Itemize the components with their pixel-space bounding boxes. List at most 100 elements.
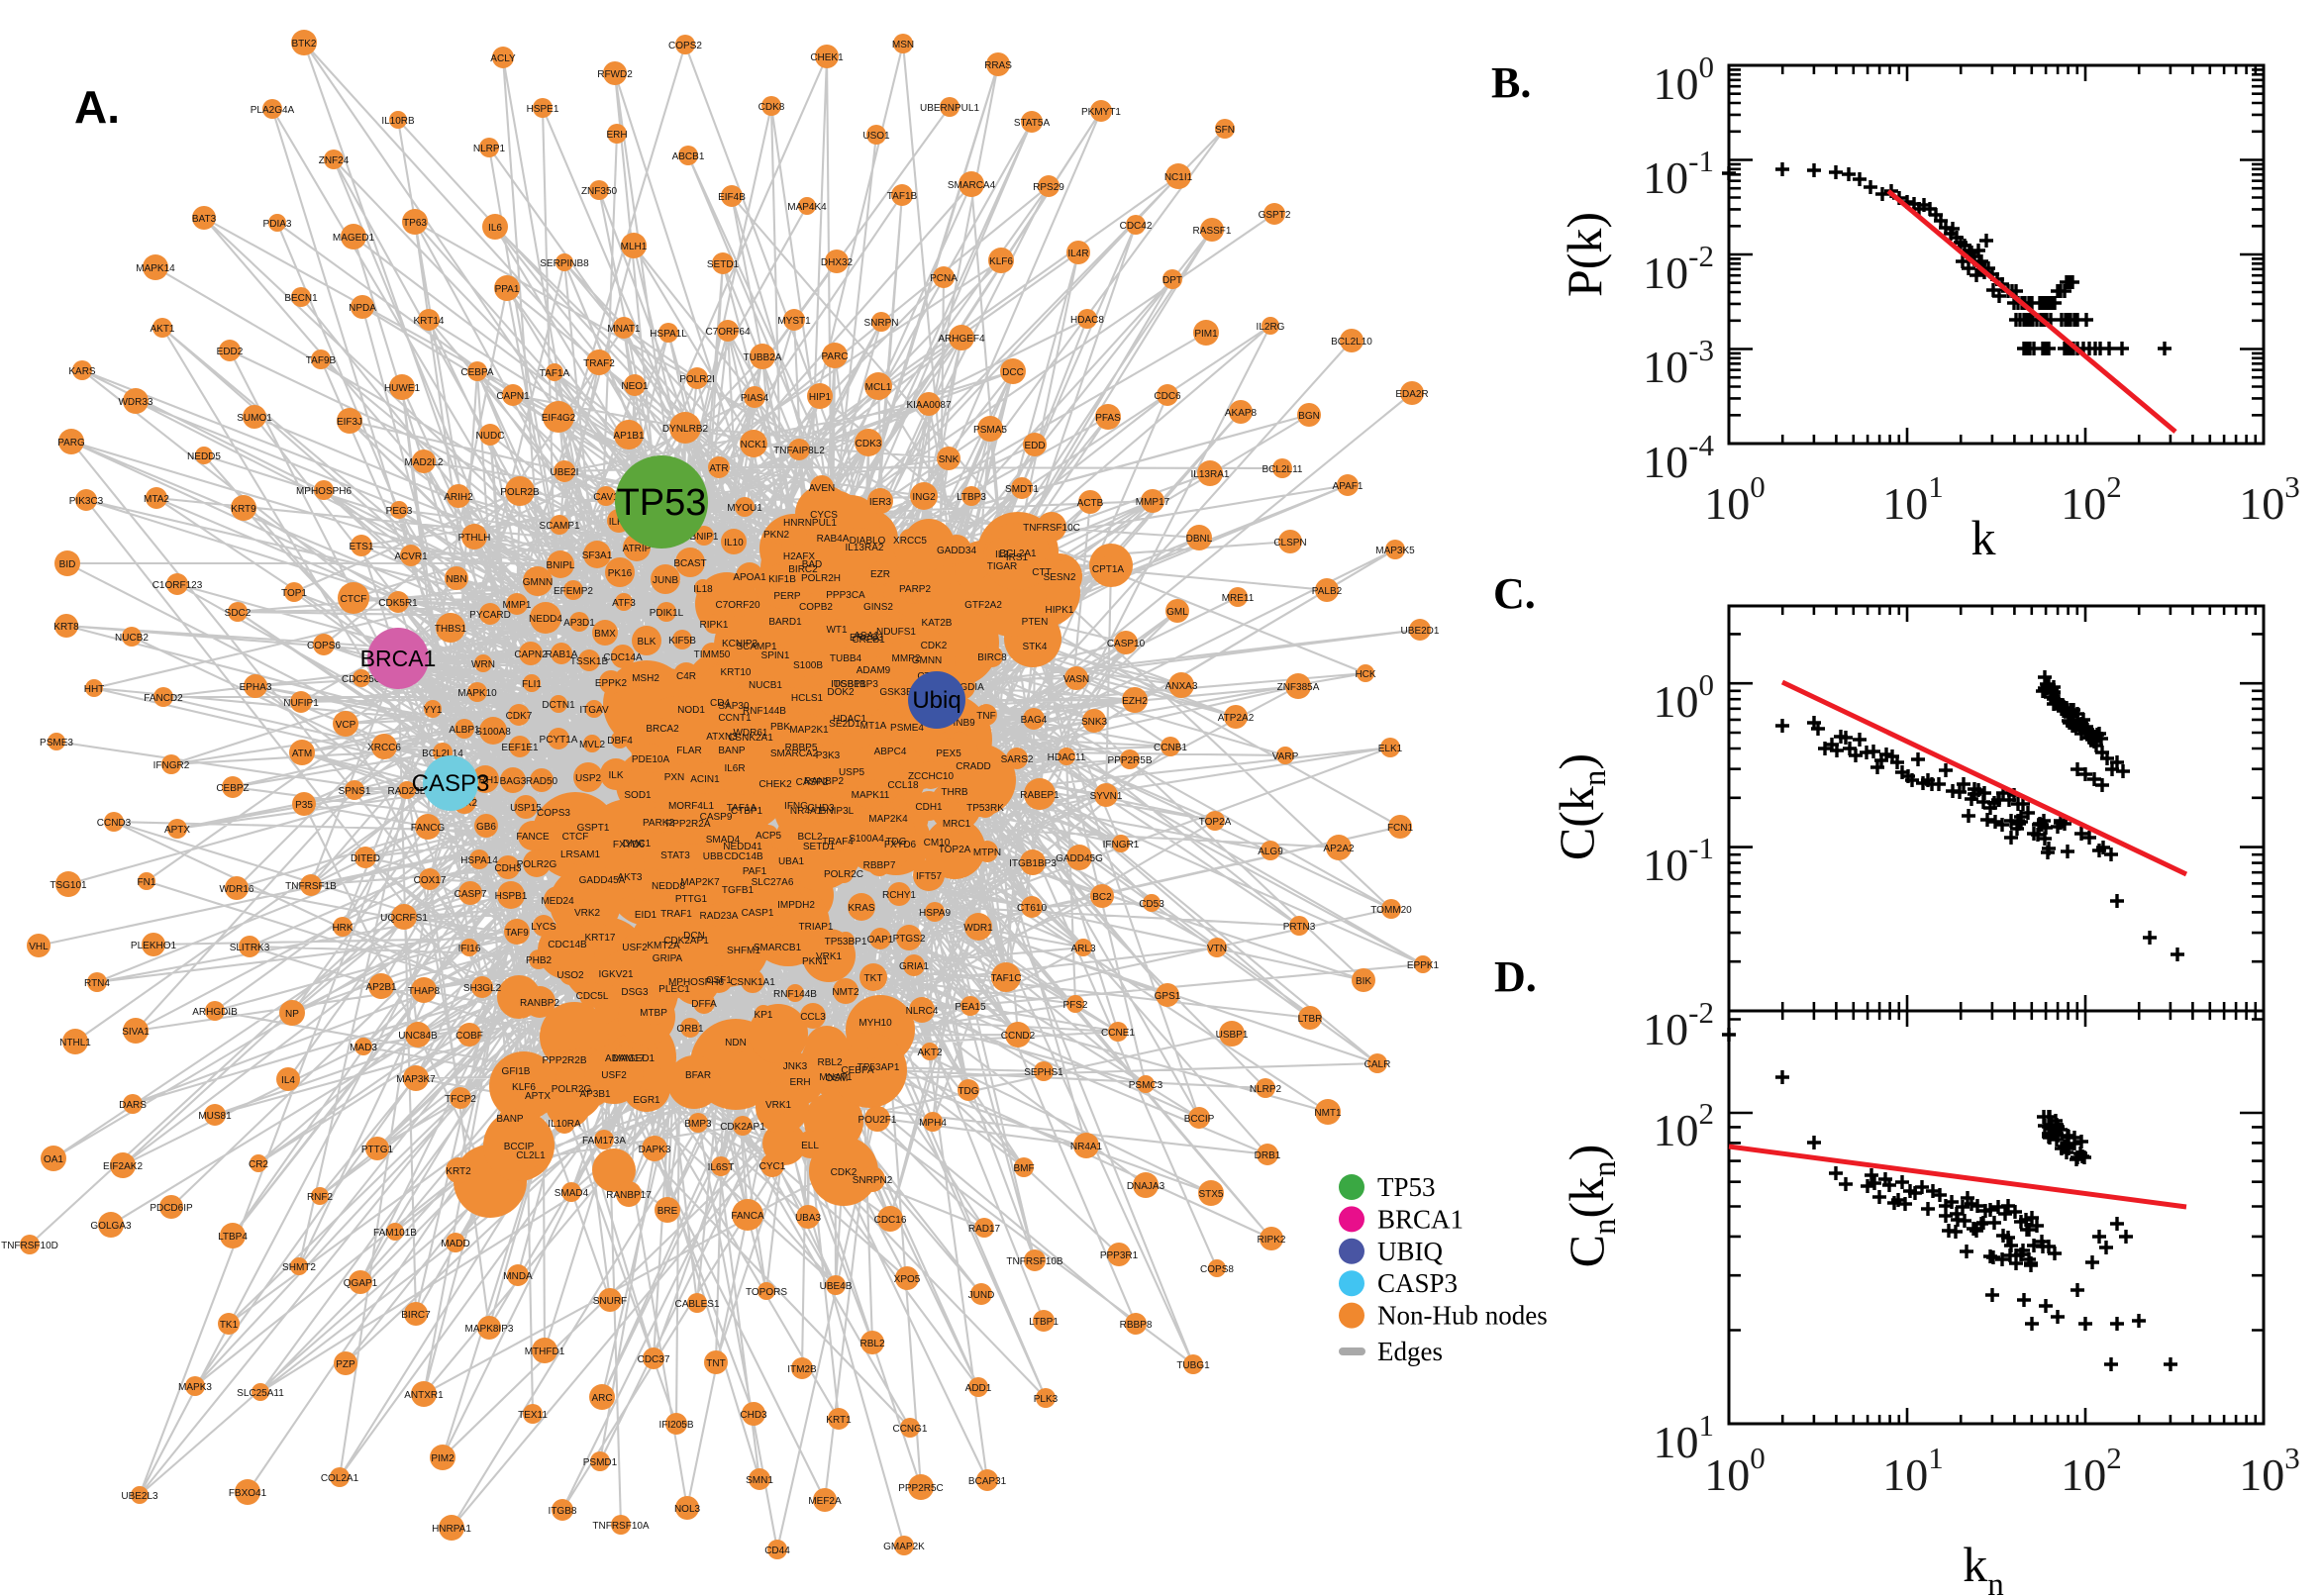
svg-text:ITGAV: ITGAV [579,705,609,716]
svg-text:RANBP2: RANBP2 [520,998,559,1009]
svg-text:GOLGA3: GOLGA3 [90,1221,132,1232]
svg-text:FANCG: FANCG [411,823,446,834]
svg-text:CCNE1: CCNE1 [1101,1028,1135,1039]
svg-text:MAPK3: MAPK3 [178,1382,212,1393]
svg-text:FAM101B: FAM101B [373,1228,417,1239]
svg-text:ITM2B: ITM2B [787,1364,817,1375]
svg-text:PLK3: PLK3 [1034,1394,1059,1405]
svg-text:POLR2C: POLR2C [824,869,863,880]
svg-text:TRAF1: TRAF1 [660,909,692,920]
svg-text:TNFRSF10B: TNFRSF10B [1006,1256,1063,1267]
svg-text:C(kn): C(kn) [1549,753,1613,860]
svg-text:ITGB1BP3: ITGB1BP3 [831,679,878,690]
svg-text:DBF4: DBF4 [607,736,633,747]
svg-text:PALB2: PALB2 [1312,586,1343,597]
svg-text:BIK: BIK [1356,976,1371,987]
svg-text:COPB2: COPB2 [799,602,833,613]
svg-text:PPP2R2B: PPP2R2B [542,1055,586,1066]
svg-text:SLITRK3: SLITRK3 [230,943,270,953]
svg-text:EZR: EZR [870,569,890,580]
svg-text:DMC1: DMC1 [623,839,652,849]
svg-text:MNDA: MNDA [503,1271,533,1282]
svg-text:CSNK2A1: CSNK2A1 [728,733,773,744]
svg-text:PPP2R5C: PPP2R5C [898,1483,944,1494]
svg-text:HNRNPUL1: HNRNPUL1 [783,518,837,529]
svg-text:FLI1: FLI1 [522,679,542,690]
svg-text:DITED: DITED [351,853,380,864]
svg-text:COPS8: COPS8 [1200,1264,1234,1275]
svg-text:CHD3: CHD3 [740,1410,767,1421]
svg-text:SNRPN2: SNRPN2 [853,1175,893,1186]
svg-text:CASP2: CASP2 [796,777,829,788]
svg-text:CALR: CALR [1364,1059,1391,1070]
svg-text:CAPN2: CAPN2 [514,649,548,660]
svg-text:CD44: CD44 [764,1546,790,1556]
svg-text:ATRIP: ATRIP [623,544,652,554]
svg-text:SNK: SNK [939,454,960,465]
svg-text:IFNGR1: IFNGR1 [1103,840,1140,850]
svg-text:CASP3: CASP3 [1377,1268,1458,1298]
svg-text:ACTB: ACTB [1077,498,1104,509]
svg-text:NDUFS1: NDUFS1 [876,627,916,638]
svg-text:AP2A2: AP2A2 [1323,844,1355,854]
svg-text:LTBP3: LTBP3 [957,492,986,503]
svg-text:HDAC11: HDAC11 [1048,752,1086,763]
svg-text:C.: C. [1493,569,1536,618]
svg-text:JNK3: JNK3 [783,1061,808,1072]
svg-text:TUBG1: TUBG1 [1176,1360,1210,1371]
svg-text:ZCCHC10: ZCCHC10 [908,771,955,782]
svg-text:CRADD: CRADD [956,761,991,772]
svg-text:KLF6: KLF6 [512,1082,536,1093]
svg-text:ITGB1BP3: ITGB1BP3 [1009,858,1057,869]
svg-text:MYH10: MYH10 [858,1018,892,1029]
svg-text:DFFA: DFFA [691,999,717,1010]
svg-text:CHEK1: CHEK1 [810,52,844,63]
svg-text:EIF4B: EIF4B [718,192,746,203]
svg-text:CABLES1: CABLES1 [674,1299,719,1310]
svg-text:MVL2: MVL2 [579,740,606,750]
svg-text:CTBP1: CTBP1 [731,806,763,817]
svg-text:USO1: USO1 [862,131,890,142]
svg-text:RBBP8: RBBP8 [1120,1320,1153,1331]
svg-text:MAD3: MAD3 [350,1043,377,1053]
svg-text:PPA1: PPA1 [495,284,520,295]
svg-text:EDA2R: EDA2R [1395,389,1428,400]
svg-text:WDR33: WDR33 [118,397,152,408]
svg-text:SUMO1: SUMO1 [237,413,272,424]
svg-text:TDG: TDG [958,1086,978,1097]
svg-text:IL6: IL6 [488,223,502,234]
svg-text:PDE10A: PDE10A [632,754,670,765]
svg-text:S100A4: S100A4 [849,834,884,845]
svg-text:MPHOSPH6: MPHOSPH6 [668,977,725,988]
svg-text:IFI16: IFI16 [458,944,481,954]
svg-text:MAP2K1: MAP2K1 [789,725,829,736]
svg-text:BRCA2: BRCA2 [646,724,679,735]
svg-text:SYVN1: SYVN1 [1090,791,1123,802]
svg-text:PSMA5: PSMA5 [973,425,1007,436]
svg-text:PSME4: PSME4 [890,723,924,734]
svg-text:MMP2: MMP2 [892,653,921,664]
svg-text:AKT3: AKT3 [617,872,642,883]
svg-text:100: 100 [1704,1441,1766,1500]
svg-text:UBA3: UBA3 [795,1213,822,1224]
svg-text:BGN: BGN [1298,411,1320,422]
svg-text:SMAD4: SMAD4 [555,1188,589,1199]
svg-text:TOPORS: TOPORS [746,1287,787,1298]
svg-text:ATF3: ATF3 [612,598,636,609]
svg-text:MAP2K4: MAP2K4 [868,814,908,825]
svg-text:CEBPA: CEBPA [460,367,493,378]
svg-text:IFT57: IFT57 [916,871,943,882]
svg-text:RAD23B: RAD23B [388,786,427,797]
svg-text:DOK2: DOK2 [827,687,855,698]
svg-text:NEDD5: NEDD5 [187,451,221,462]
svg-text:BIRC2: BIRC2 [788,564,818,575]
svg-text:NUDC: NUDC [476,431,505,442]
svg-text:TNFAIP8L2: TNFAIP8L2 [773,446,825,456]
svg-text:S100A8: S100A8 [475,727,511,738]
svg-text:PFAS: PFAS [1095,413,1121,424]
svg-text:PAF1: PAF1 [743,866,767,877]
svg-text:COBF: COBF [455,1031,483,1042]
svg-text:ATR: ATR [709,463,728,474]
svg-text:GADD45G: GADD45G [1056,853,1103,864]
svg-text:IL6R: IL6R [724,763,745,774]
